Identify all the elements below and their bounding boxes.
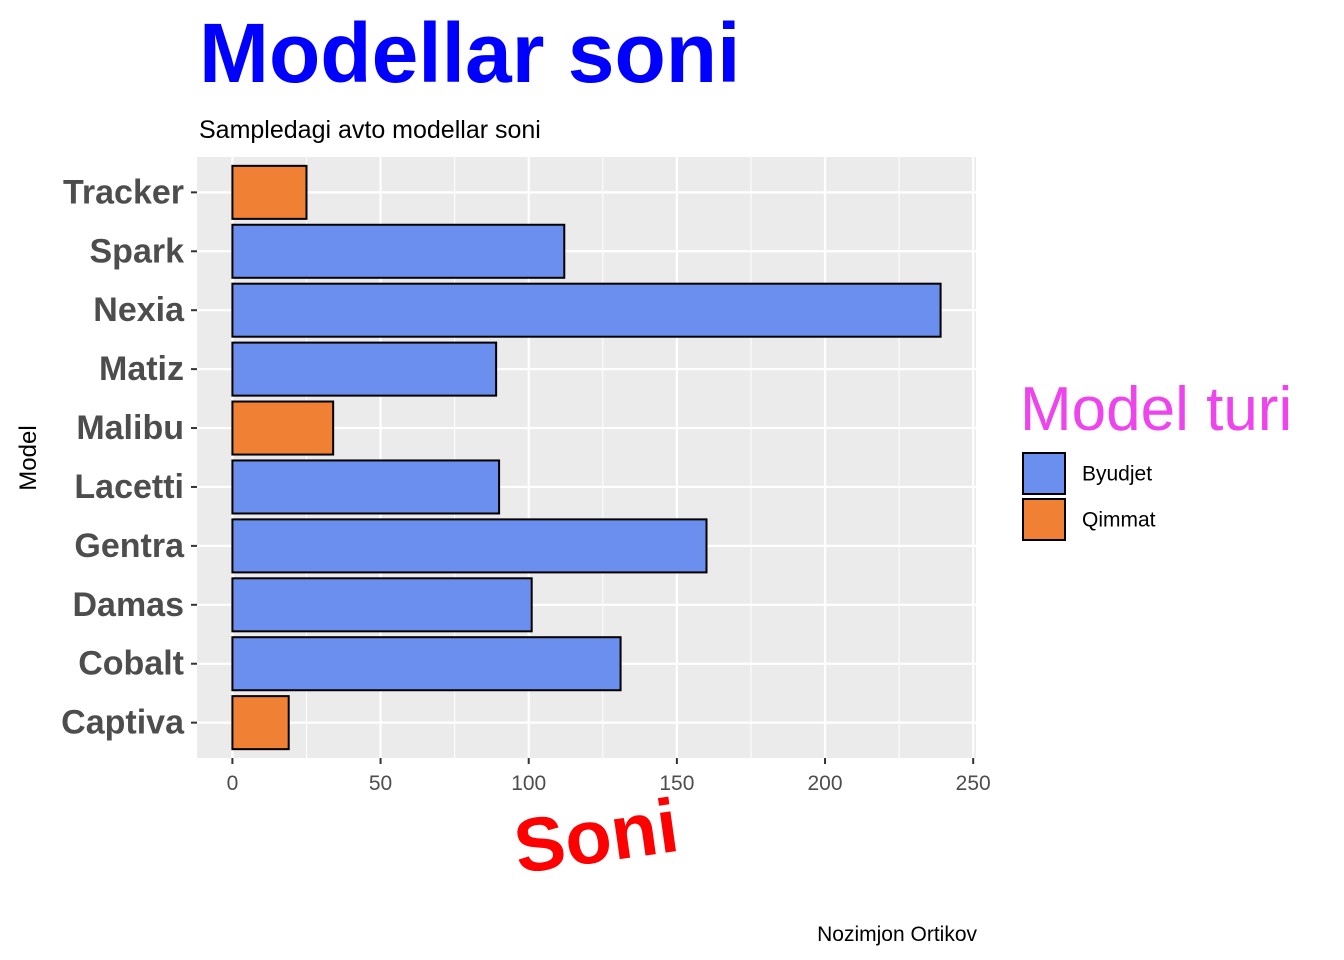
y-tick-label: Matiz bbox=[99, 350, 184, 388]
legend-label: Qimmat bbox=[1082, 509, 1156, 532]
chart-subtitle: Sampledagi avto modellar soni bbox=[199, 116, 541, 144]
bar-malibu bbox=[231, 400, 335, 456]
x-tick-label: 50 bbox=[369, 772, 392, 795]
x-tick-label: 250 bbox=[956, 772, 991, 795]
bar-lacetti bbox=[231, 459, 501, 515]
x-tick-label: 200 bbox=[808, 772, 843, 795]
y-tick-label: Tracker bbox=[63, 173, 184, 211]
x-tick-label: 150 bbox=[659, 772, 694, 795]
y-tick-label: Nexia bbox=[93, 291, 185, 329]
chart-title: Modellar soni bbox=[199, 6, 740, 100]
legend-key-byudjet bbox=[1022, 452, 1066, 495]
legend-key-qimmat bbox=[1022, 498, 1066, 541]
bar-gentra bbox=[231, 518, 708, 574]
y-axis-label: Model bbox=[15, 425, 42, 490]
x-axis: 0 50 100 150 200 250 bbox=[227, 758, 991, 795]
y-tick-label: Lacetti bbox=[74, 468, 184, 506]
legend: Byudjet Qimmat bbox=[1022, 452, 1156, 541]
legend-label: Byudjet bbox=[1082, 463, 1152, 486]
bar-damas bbox=[231, 577, 533, 633]
legend-title: Model turi bbox=[1020, 375, 1292, 444]
bars bbox=[231, 164, 942, 751]
y-tick-label: Cobalt bbox=[78, 645, 184, 683]
y-tick-label: Malibu bbox=[76, 409, 184, 447]
bar-nexia bbox=[231, 282, 942, 338]
y-tick-label: Damas bbox=[72, 586, 184, 624]
y-tick-label: Gentra bbox=[74, 527, 185, 565]
y-axis: Captiva Cobalt Damas Gentra Lacetti Malibu Mat… bbox=[61, 173, 197, 742]
x-axis-label: Soni bbox=[509, 783, 684, 890]
chart-caption: Nozimjon Ortikov bbox=[817, 923, 977, 946]
bar-captiva bbox=[231, 695, 290, 751]
bar-spark bbox=[231, 223, 566, 279]
bar-tracker bbox=[231, 164, 308, 220]
y-tick-label: Captiva bbox=[61, 704, 185, 742]
x-tick-label: 100 bbox=[511, 772, 546, 795]
x-tick-label: 0 bbox=[227, 772, 239, 795]
bar-matiz bbox=[231, 341, 498, 397]
bar-cobalt bbox=[231, 636, 622, 692]
y-tick-label: Spark bbox=[90, 232, 185, 270]
